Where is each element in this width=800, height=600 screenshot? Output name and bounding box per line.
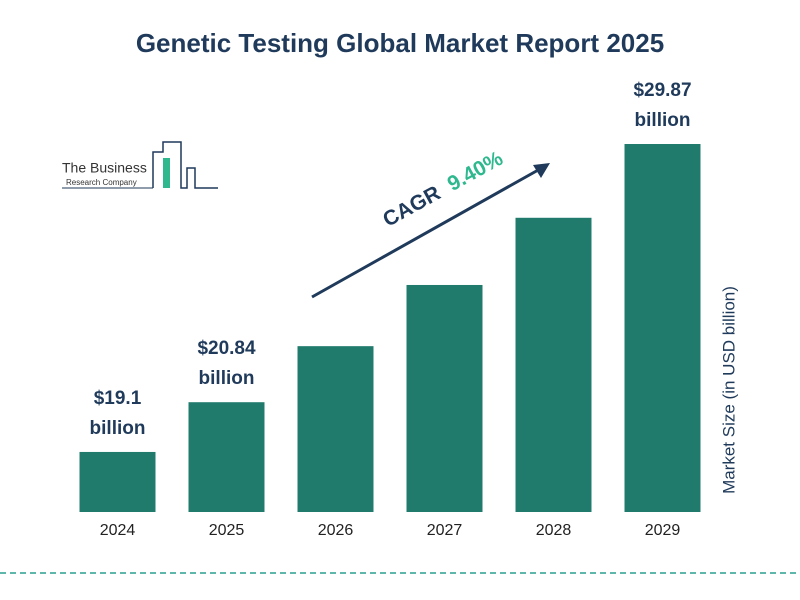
- bar: [297, 346, 374, 512]
- logo-line1: The Business: [62, 160, 147, 176]
- arrow: [311, 167, 541, 299]
- cagr-label: CAGR: [379, 181, 444, 231]
- y-axis-label: Market Size (in USD billion): [719, 286, 738, 494]
- x-tick-label: 2027: [427, 522, 463, 539]
- cagr-value: 9.40%: [443, 146, 507, 195]
- logo-graphic: [152, 141, 218, 189]
- logo-bar: [163, 158, 170, 188]
- bar: [188, 402, 265, 512]
- chart-title: Genetic Testing Global Market Report 202…: [136, 28, 664, 58]
- cagr-annotation: CAGR 9.40%: [311, 146, 550, 299]
- x-tick-label: 2029: [645, 522, 681, 539]
- logo: The Business Research Company: [62, 141, 218, 189]
- value-label: $20.84 billion: [197, 338, 256, 390]
- value-label: $19.1 billion: [89, 387, 146, 439]
- bar: [79, 451, 156, 512]
- x-tick-label: 2024: [100, 522, 136, 539]
- x-tick-label: 2026: [318, 522, 354, 539]
- cagr-text: CAGR 9.40%: [379, 146, 507, 231]
- arrow-head: [533, 163, 550, 178]
- bar: [515, 217, 592, 512]
- bar: [624, 144, 701, 512]
- value-label: $29.87 billion: [633, 80, 692, 131]
- x-tick-label: 2025: [209, 522, 245, 539]
- bar: [406, 284, 483, 512]
- x-tick-label: 2028: [536, 522, 572, 539]
- logo-line2: Research Company: [66, 178, 137, 187]
